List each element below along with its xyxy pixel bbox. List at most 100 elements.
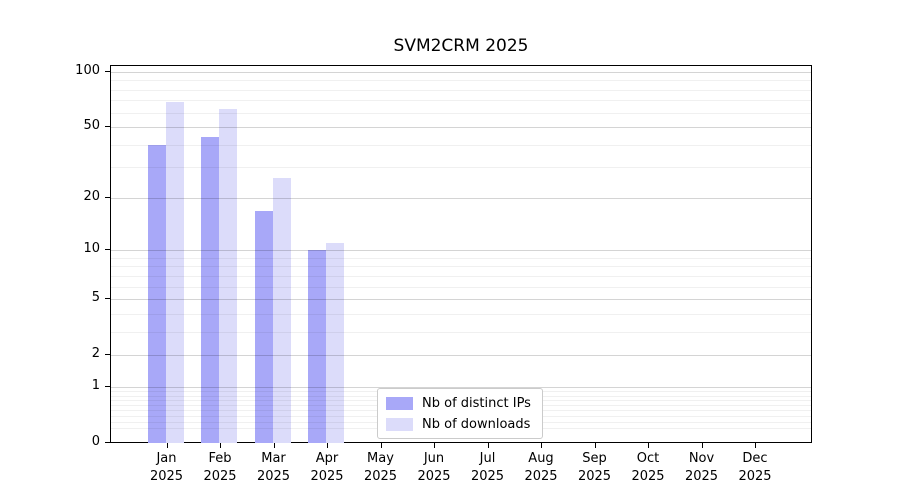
x-tick-month: Jan [156,451,177,466]
x-tick-label-dec: Dec 2025 [727,450,783,486]
x-tick-month: Apr [315,451,339,466]
y-tick-mark [105,386,110,388]
x-tick-mark [541,443,542,448]
x-tick-year: 2025 [738,469,772,484]
x-tick-month: Mar [261,451,286,466]
y-tick-mark [105,442,110,443]
x-tick-month: Sep [582,451,607,466]
x-tick-mark [701,443,703,448]
bar-downloads-jan [165,101,184,443]
x-tick-label-oct: Oct 2025 [620,450,676,486]
x-tick-mark [594,443,596,448]
bar-downloads-feb [219,108,237,443]
x-tick-year: 2025 [631,469,665,484]
major-gridline [111,354,811,356]
major-gridline [111,250,811,252]
x-tick-year: 2025 [417,469,451,484]
x-tick-mark [487,443,489,448]
x-tick-mark [755,443,756,448]
x-tick-month: Oct [636,451,660,466]
x-tick-year: 2025 [470,469,505,484]
x-tick-month: May [367,451,394,466]
x-tick-mark [166,443,168,448]
x-tick-label-aug: Aug 2025 [513,450,569,486]
y-tick-mark [105,353,110,355]
y-tick-label: 50 [83,117,100,133]
minor-gridline [111,286,811,288]
major-gridline [111,387,811,389]
x-tick-mark [220,443,221,448]
x-tick-month: Jun [423,451,445,466]
minor-gridline [111,112,811,114]
legend-label-downloads: Nb of downloads [422,416,531,432]
y-tick-label: 10 [83,241,100,257]
minor-gridline [111,89,811,91]
x-tick-year: 2025 [684,469,719,484]
y-tick-mark [105,71,110,72]
x-tick-label-may: May 2025 [353,450,409,486]
x-tick-mark [327,443,328,448]
minor-gridline [111,257,811,259]
x-tick-label-jul: Jul 2025 [460,450,516,486]
x-tick-year: 2025 [203,469,237,484]
x-tick-month: Aug [528,451,554,466]
y-tick-mark [105,197,110,199]
minor-gridline [111,331,811,333]
x-tick-month: Feb [208,451,232,466]
bar-distinct-ips-jan [147,144,166,443]
minor-gridline [111,275,811,277]
plot-area [110,65,812,443]
y-tick-label: 2 [91,345,100,361]
legend: Nb of distinct IPs Nb of downloads [377,388,543,439]
bar-distinct-ips-apr [308,250,326,443]
y-tick-mark [105,125,110,127]
minor-gridline [111,80,811,82]
x-tick-month: Jul [479,451,496,466]
legend-item-distinct-ips: Nb of distinct IPs [386,394,531,412]
x-tick-year: 2025 [256,469,291,484]
bar-distinct-ips-mar [254,210,273,443]
y-tick-label: 1 [91,378,100,394]
legend-item-downloads: Nb of downloads [386,415,531,433]
legend-label-distinct-ips: Nb of distinct IPs [422,395,531,411]
chart-title: SVM2CRM 2025 [393,36,529,56]
x-tick-label-feb: Feb 2025 [192,450,248,486]
x-tick-year: 2025 [524,469,558,484]
x-tick-mark [648,443,649,448]
x-tick-mark [380,443,382,448]
x-tick-label-mar: Mar 2025 [246,450,302,486]
x-tick-month: Dec [742,451,768,466]
y-tick-mark [105,249,110,251]
x-tick-label-jun: Jun 2025 [406,450,462,486]
minor-gridline [111,313,811,315]
bars-layer [111,66,811,443]
major-gridline [111,198,811,200]
major-gridline [111,299,811,300]
grid-layer [111,66,811,442]
x-tick-year: 2025 [577,469,612,484]
x-tick-label-jan: Jan 2025 [139,450,195,486]
bar-downloads-apr [326,243,344,443]
x-tick-mark [273,443,275,448]
y-tick-label: 20 [83,189,100,205]
minor-gridline [111,100,811,102]
x-tick-mark [434,443,435,448]
x-tick-month: Nov [688,451,715,466]
legend-swatch-distinct-ips [386,396,413,410]
x-tick-year: 2025 [310,469,344,484]
y-tick-mark [105,298,110,299]
x-tick-label-sep: Sep 2025 [567,450,623,486]
y-tick-label: 100 [75,63,100,78]
x-tick-year: 2025 [363,469,398,484]
major-gridline [111,126,811,128]
minor-gridline [111,144,811,146]
major-gridline [111,72,811,73]
bar-distinct-ips-feb [201,137,219,443]
legend-swatch-downloads [386,417,413,431]
y-tick-label: 5 [91,290,100,305]
minor-gridline [111,266,811,268]
x-tick-label-nov: Nov 2025 [674,450,730,486]
minor-gridline [111,166,811,168]
y-tick-label: 0 [91,434,100,449]
